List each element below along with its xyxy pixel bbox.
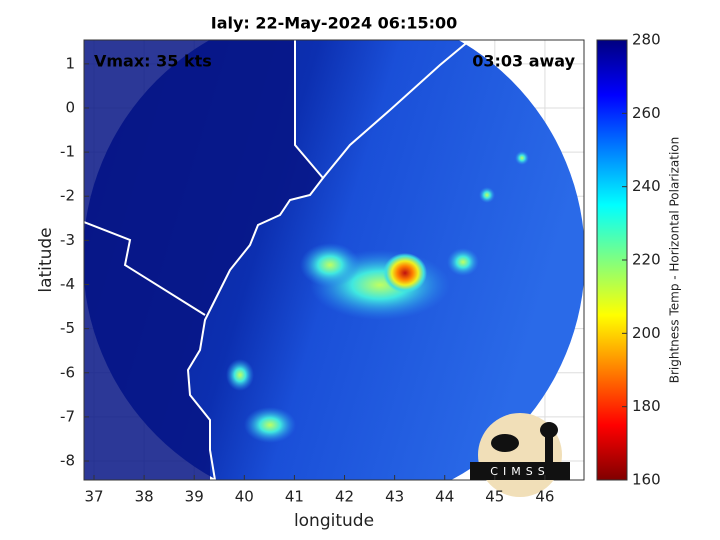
x-tick-label: 45 bbox=[485, 488, 504, 506]
cloud bbox=[515, 151, 529, 165]
y-tick-label: -5 bbox=[60, 319, 75, 337]
x-tick-label: 41 bbox=[285, 488, 304, 506]
x-tick-label: 39 bbox=[185, 488, 204, 506]
y-axis-label: latitude bbox=[36, 227, 56, 292]
y-tick-label: -1 bbox=[60, 143, 75, 161]
x-tick-label: 42 bbox=[335, 488, 354, 506]
y-tick-label: -7 bbox=[60, 407, 75, 425]
colorbar-tick-label: 180 bbox=[632, 397, 661, 415]
coastline bbox=[186, 40, 325, 480]
y-tick-label: -3 bbox=[60, 231, 75, 249]
y-tick-label: 0 bbox=[65, 98, 75, 116]
colorbar-label: Brightness Temp - Horizontal Polarizatio… bbox=[668, 137, 682, 384]
convection bbox=[383, 253, 427, 293]
cloud bbox=[479, 187, 495, 203]
colorbar-tick-label: 240 bbox=[632, 177, 661, 195]
y-tick-label: -6 bbox=[60, 363, 75, 381]
y-tick-label: -4 bbox=[60, 275, 75, 293]
coastline bbox=[322, 40, 471, 179]
x-axis-label: longitude bbox=[294, 511, 374, 531]
x-tick-label: 46 bbox=[535, 488, 554, 506]
cloud bbox=[226, 359, 254, 391]
x-tick-label: 43 bbox=[385, 488, 404, 506]
plot-frame bbox=[83, 39, 585, 481]
logo: CIMSS bbox=[470, 413, 570, 497]
annotation: 03:03 away bbox=[472, 52, 575, 71]
y-tick-label: 1 bbox=[65, 54, 75, 72]
chart-title: Ialy: 22-May-2024 06:15:00 bbox=[211, 14, 458, 33]
x-tick-label: 37 bbox=[84, 488, 103, 506]
annotation: Vmax: 35 kts bbox=[94, 52, 212, 71]
y-tick-label: -8 bbox=[60, 452, 75, 470]
border bbox=[84, 221, 206, 316]
satellite-image bbox=[84, 40, 584, 480]
y-tick-label: -2 bbox=[60, 187, 75, 205]
colorbar-tick-label: 260 bbox=[632, 104, 661, 122]
land-cold bbox=[84, 40, 323, 480]
cloud bbox=[300, 243, 360, 287]
logo-text: CIMSS bbox=[490, 465, 549, 478]
x-tick-label: 44 bbox=[435, 488, 454, 506]
colorbar-tick-label: 200 bbox=[632, 324, 661, 342]
x-tick-label: 40 bbox=[235, 488, 254, 506]
colorbar-tick-label: 220 bbox=[632, 251, 661, 269]
x-tick-label: 38 bbox=[135, 488, 154, 506]
colorbar-tick-label: 280 bbox=[632, 31, 661, 49]
colorbar-tick-label: 160 bbox=[632, 471, 661, 489]
cloud bbox=[244, 407, 296, 443]
cloud bbox=[447, 248, 479, 276]
